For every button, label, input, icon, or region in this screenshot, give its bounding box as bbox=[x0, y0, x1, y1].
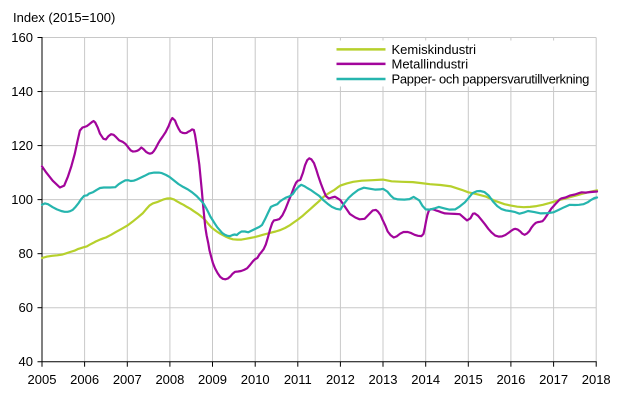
svg-text:2008: 2008 bbox=[155, 372, 184, 387]
svg-text:2011: 2011 bbox=[284, 372, 312, 387]
svg-text:40: 40 bbox=[19, 354, 33, 369]
svg-text:2013: 2013 bbox=[369, 372, 398, 387]
svg-text:160: 160 bbox=[11, 30, 33, 45]
svg-text:2007: 2007 bbox=[113, 372, 142, 387]
svg-text:80: 80 bbox=[19, 246, 33, 261]
svg-text:2005: 2005 bbox=[28, 372, 57, 387]
svg-text:Metallindustri: Metallindustri bbox=[392, 57, 469, 72]
svg-text:2006: 2006 bbox=[70, 372, 99, 387]
svg-text:120: 120 bbox=[11, 138, 33, 153]
svg-text:2010: 2010 bbox=[241, 372, 270, 387]
svg-text:60: 60 bbox=[19, 300, 33, 315]
svg-text:Papper- och pappersvarutillver: Papper- och pappersvarutillverkning bbox=[392, 72, 590, 87]
svg-text:2012: 2012 bbox=[326, 372, 355, 387]
svg-text:Index (2015=100): Index (2015=100) bbox=[13, 10, 115, 25]
svg-text:2016: 2016 bbox=[496, 372, 525, 387]
svg-text:2014: 2014 bbox=[411, 372, 440, 387]
svg-text:2018: 2018 bbox=[582, 372, 611, 387]
svg-text:2009: 2009 bbox=[198, 372, 227, 387]
svg-text:Kemiskindustri: Kemiskindustri bbox=[392, 42, 477, 57]
svg-text:100: 100 bbox=[11, 192, 33, 207]
svg-text:2017: 2017 bbox=[539, 372, 568, 387]
svg-text:2015: 2015 bbox=[454, 372, 483, 387]
svg-text:140: 140 bbox=[11, 84, 33, 99]
